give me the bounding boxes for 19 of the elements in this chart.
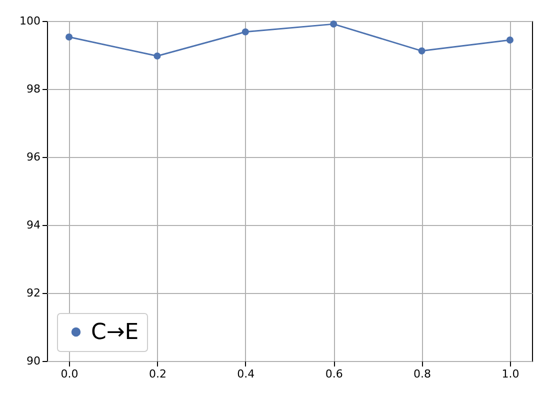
point [242, 28, 249, 36]
y-tick-label: 96 [26, 150, 40, 164]
x-tick-label: 0.6 [325, 368, 343, 380]
y-tick-label: 92 [26, 286, 40, 300]
y-tick-label: 98 [26, 82, 40, 96]
x-tick-label: 0.8 [414, 368, 432, 380]
x-tick-label: 0.2 [148, 368, 166, 380]
point [330, 20, 338, 28]
x-tick-label: 0.0 [60, 368, 78, 380]
y-tick-label: 90 [26, 354, 40, 368]
y-tick-label: 100 [20, 14, 40, 28]
point [418, 47, 426, 54]
point [154, 52, 161, 60]
x-tick-label: 0.4 [237, 368, 255, 380]
x-tick-label: 1.0 [502, 368, 520, 380]
point [506, 36, 514, 44]
point [66, 33, 73, 41]
y-tick-label: 94 [26, 218, 40, 232]
legend-label: C→E [91, 320, 139, 345]
